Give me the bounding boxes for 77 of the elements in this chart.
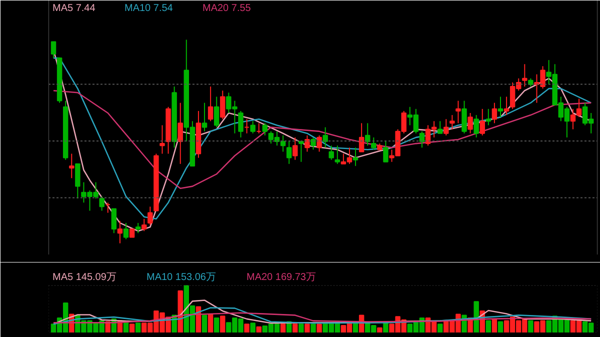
candlestick	[178, 102, 183, 164]
text: MA20 7.55	[202, 3, 252, 14]
bar	[256, 326, 262, 332]
candlestick	[383, 141, 388, 162]
candlestick	[286, 141, 292, 164]
candlestick	[504, 96, 510, 116]
candlestick	[322, 126, 328, 148]
candlestick	[498, 96, 504, 118]
bar	[486, 320, 492, 332]
candlestick	[160, 124, 165, 154]
candlestick	[462, 100, 467, 134]
bar	[310, 324, 316, 332]
candlestick	[486, 108, 492, 126]
bar	[244, 324, 250, 332]
bar	[178, 290, 183, 332]
bar	[202, 314, 208, 332]
text: MA5 145.09万	[52, 272, 116, 283]
bar	[292, 324, 298, 332]
bar	[135, 322, 141, 332]
candlestick	[419, 130, 425, 148]
candlestick	[444, 118, 449, 136]
candlestick	[75, 163, 80, 200]
bar	[250, 322, 256, 332]
candlestick	[99, 196, 104, 212]
bar	[214, 318, 220, 332]
candlestick	[468, 112, 473, 134]
text: MA10 153.06万	[146, 272, 216, 283]
candlestick	[117, 220, 123, 244]
candlestick	[450, 114, 455, 130]
candlestick	[474, 114, 479, 138]
candlestick	[334, 145, 340, 164]
candlestick	[123, 222, 129, 240]
candlestick	[358, 122, 364, 152]
bar	[280, 324, 286, 332]
candlestick	[492, 102, 498, 124]
bar	[304, 324, 310, 332]
candlestick	[316, 134, 322, 152]
candlestick	[142, 218, 147, 232]
bar	[316, 324, 322, 332]
candlestick	[238, 110, 244, 138]
bar	[123, 322, 129, 332]
candlestick	[50, 41, 56, 59]
candlestick	[328, 145, 334, 160]
text: MA10 7.54	[124, 3, 174, 14]
candlestick	[135, 222, 141, 234]
bar	[492, 318, 498, 332]
candlestick	[69, 153, 74, 179]
candlestick	[371, 136, 376, 150]
candlestick	[220, 90, 226, 120]
bar	[129, 324, 135, 332]
candlestick	[208, 86, 214, 122]
candlestick	[298, 141, 304, 162]
bar	[498, 321, 504, 332]
text: MA5 7.44	[52, 3, 96, 14]
candlestick	[456, 100, 461, 124]
bar	[474, 301, 479, 332]
candlestick	[352, 147, 358, 166]
candlestick	[522, 64, 528, 88]
candlestick	[148, 206, 153, 226]
candlestick	[250, 120, 256, 134]
candlestick	[480, 108, 485, 136]
candlestick	[292, 136, 298, 160]
candlestick	[437, 120, 443, 134]
candlestick	[310, 136, 316, 150]
bar	[298, 324, 304, 332]
bar	[383, 322, 388, 332]
candlestick	[111, 208, 117, 234]
candlestick	[214, 96, 220, 128]
bar	[528, 320, 534, 332]
bar	[220, 316, 226, 332]
bar	[208, 314, 214, 332]
candlestick	[262, 122, 268, 136]
candlestick	[304, 134, 310, 152]
bar	[437, 324, 443, 332]
bar	[377, 327, 382, 332]
text: MA20 169.73万	[246, 272, 316, 283]
candlestick	[202, 102, 208, 132]
